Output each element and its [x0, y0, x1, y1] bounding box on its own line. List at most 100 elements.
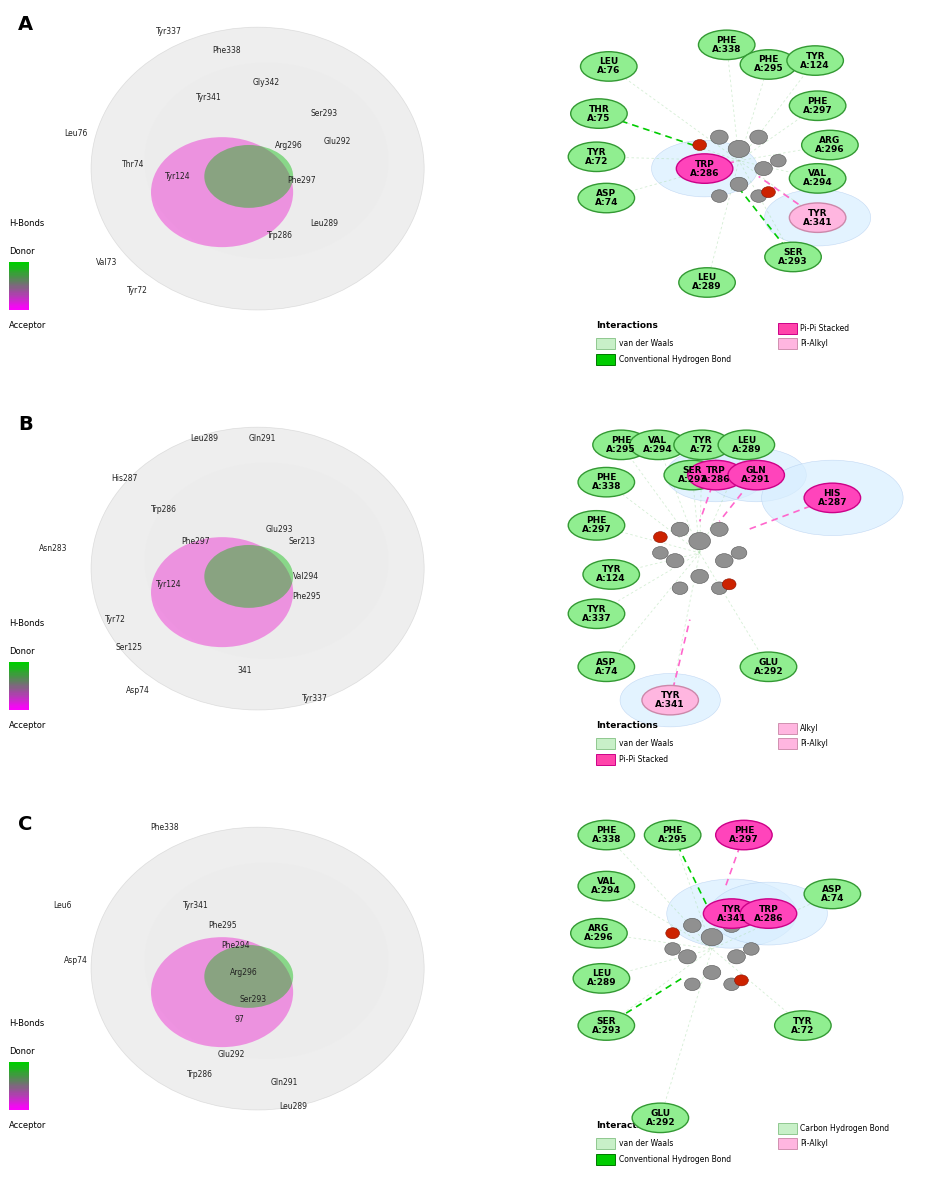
Bar: [8, 706, 29, 708]
Ellipse shape: [739, 49, 796, 79]
Text: Donor: Donor: [8, 1046, 35, 1056]
Ellipse shape: [678, 268, 734, 298]
Text: van der Waals: van der Waals: [618, 739, 672, 749]
Bar: [8, 289, 29, 292]
Text: Gly342: Gly342: [253, 78, 279, 86]
Circle shape: [666, 928, 679, 938]
Text: Leu289: Leu289: [310, 220, 338, 228]
Bar: [8, 284, 29, 287]
Ellipse shape: [687, 461, 743, 490]
Ellipse shape: [774, 1010, 830, 1040]
Bar: [8, 272, 29, 274]
Bar: [8, 1090, 29, 1091]
Text: LEU
A:289: LEU A:289: [731, 436, 760, 454]
Circle shape: [664, 943, 680, 955]
Bar: [8, 1097, 29, 1098]
Text: Interactions: Interactions: [596, 320, 658, 330]
Bar: [8, 668, 29, 670]
Text: LEU
A:289: LEU A:289: [692, 274, 721, 292]
Bar: [8, 275, 29, 276]
Text: Acceptor: Acceptor: [8, 322, 46, 330]
Bar: [8, 682, 29, 683]
Bar: [8, 308, 29, 310]
Text: Tyr72: Tyr72: [105, 616, 126, 624]
Text: Ser213: Ser213: [288, 536, 315, 546]
Text: VAL
A:294: VAL A:294: [591, 877, 620, 895]
Ellipse shape: [572, 964, 629, 994]
Text: B: B: [18, 415, 32, 434]
Text: H-Bonds: H-Bonds: [8, 1019, 44, 1028]
Text: Trp286: Trp286: [187, 1070, 212, 1079]
Text: Acceptor: Acceptor: [8, 721, 46, 730]
Bar: [8, 703, 29, 706]
Text: Ser293: Ser293: [240, 996, 266, 1004]
Circle shape: [715, 553, 733, 568]
Circle shape: [769, 155, 785, 167]
Bar: [596, 754, 615, 764]
Bar: [8, 1096, 29, 1097]
Text: Phe294: Phe294: [221, 941, 249, 949]
Bar: [8, 1064, 29, 1067]
Circle shape: [671, 582, 687, 594]
Bar: [8, 290, 29, 293]
Ellipse shape: [641, 685, 698, 715]
Text: Thr74: Thr74: [122, 160, 144, 169]
Bar: [8, 676, 29, 677]
Ellipse shape: [786, 46, 842, 76]
Ellipse shape: [144, 863, 388, 1058]
Text: TYR
A:72: TYR A:72: [584, 148, 608, 166]
Text: Gln291: Gln291: [248, 434, 276, 444]
Bar: [8, 1072, 29, 1074]
Bar: [8, 294, 29, 296]
Ellipse shape: [715, 821, 771, 850]
Bar: [8, 306, 29, 307]
Text: Phe295: Phe295: [292, 592, 320, 600]
Text: Alkyl: Alkyl: [800, 724, 818, 732]
Bar: [8, 263, 29, 264]
Text: Asn283: Asn283: [39, 545, 67, 553]
Circle shape: [683, 918, 700, 932]
Bar: [8, 1074, 29, 1076]
Bar: [8, 1085, 29, 1086]
Circle shape: [731, 546, 746, 559]
Circle shape: [711, 582, 727, 594]
Text: GLU
A:292: GLU A:292: [753, 658, 783, 676]
Circle shape: [730, 178, 747, 191]
Ellipse shape: [91, 28, 424, 310]
Text: PHE
A:295: PHE A:295: [753, 55, 783, 73]
Ellipse shape: [717, 430, 774, 460]
Text: Phe297: Phe297: [181, 536, 210, 546]
Bar: [8, 1062, 29, 1064]
Bar: [596, 1154, 615, 1165]
Bar: [8, 280, 29, 282]
Ellipse shape: [739, 899, 796, 929]
Bar: [8, 708, 29, 710]
Text: Leu6: Leu6: [53, 901, 72, 911]
Bar: [8, 670, 29, 671]
Bar: [8, 662, 29, 664]
Text: Interactions: Interactions: [596, 1121, 658, 1129]
Text: Leu76: Leu76: [64, 128, 87, 138]
Ellipse shape: [632, 1103, 688, 1133]
Text: Arg296: Arg296: [275, 140, 302, 150]
Ellipse shape: [578, 652, 633, 682]
Text: TRP
A:286: TRP A:286: [700, 466, 730, 484]
Text: Tyr341: Tyr341: [182, 901, 208, 911]
Bar: [8, 1073, 29, 1075]
Text: Leu289: Leu289: [190, 434, 218, 444]
Ellipse shape: [619, 673, 719, 727]
Circle shape: [750, 190, 766, 203]
Text: A: A: [18, 16, 33, 35]
Bar: [8, 685, 29, 686]
Text: GLN
A:291: GLN A:291: [741, 466, 770, 484]
Bar: [8, 1106, 29, 1108]
Ellipse shape: [788, 203, 845, 233]
Bar: [8, 1099, 29, 1100]
Ellipse shape: [803, 880, 860, 908]
Text: ASP
A:74: ASP A:74: [594, 190, 617, 208]
Bar: [778, 722, 796, 733]
Bar: [8, 1070, 29, 1073]
Bar: [8, 1082, 29, 1084]
Ellipse shape: [644, 821, 700, 850]
Bar: [8, 1081, 29, 1082]
